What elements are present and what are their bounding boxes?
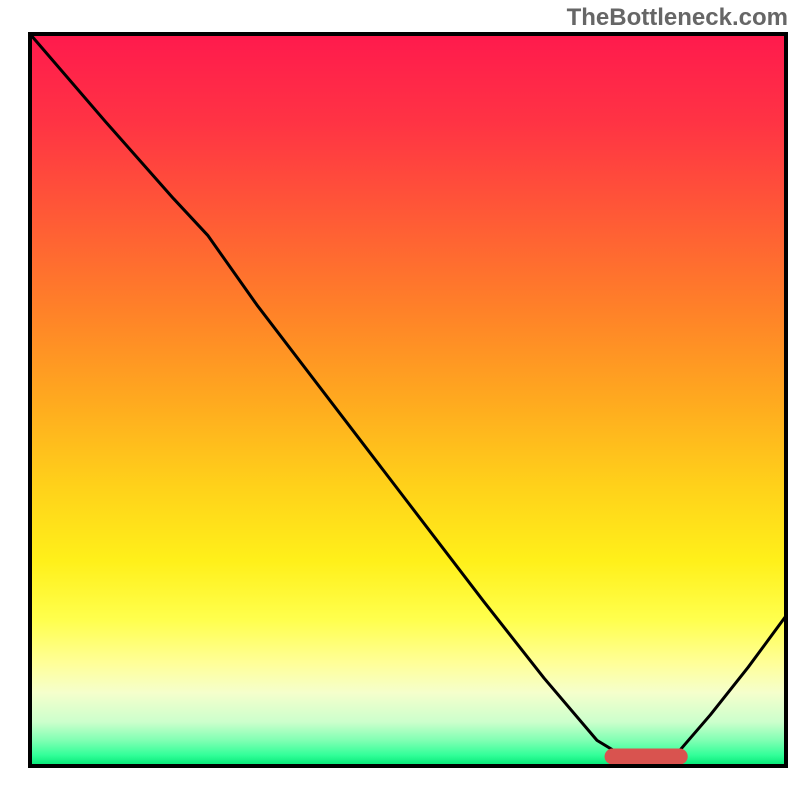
chart-svg (0, 0, 800, 800)
watermark-text: TheBottleneck.com (567, 4, 788, 32)
optimal-range-marker (605, 748, 688, 764)
gradient-background (30, 34, 786, 766)
chart-container: TheBottleneck.com (0, 0, 800, 800)
